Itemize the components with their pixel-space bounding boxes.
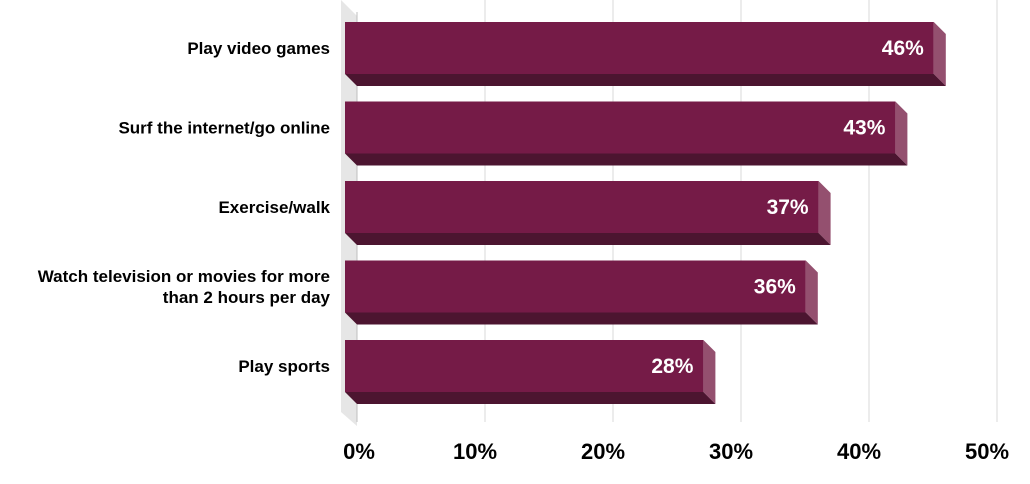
bar-side (895, 101, 908, 166)
category-label: Surf the internet/go online (118, 119, 330, 138)
bars (345, 22, 946, 404)
bar (345, 340, 716, 404)
bar-front (345, 22, 934, 74)
x-tick-label: 50% (965, 439, 1009, 464)
x-tick-label: 40% (837, 439, 881, 464)
category-label: Play sports (238, 357, 330, 376)
bar-front (345, 260, 806, 313)
bar-front (345, 340, 704, 392)
value-labels: 46% 43% 37% 36% 28% (651, 37, 924, 378)
bar-front (345, 181, 819, 233)
bar (345, 260, 818, 325)
bar-side (818, 181, 831, 245)
category-label: Play video games (187, 39, 330, 58)
x-tick-label: 30% (709, 439, 753, 464)
bar (345, 22, 946, 86)
category-labels: Play video games Surf the internet/go onl… (38, 39, 331, 376)
value-label: 37% (767, 196, 809, 219)
value-label: 36% (754, 276, 796, 299)
value-label: 43% (843, 117, 885, 140)
bar-bottom (345, 233, 831, 245)
value-label: 28% (651, 355, 693, 378)
bar (345, 101, 908, 166)
bar-side (933, 22, 946, 86)
x-axis-tick-labels: 0% 10% 20% 30% 40% 50% (343, 439, 1009, 464)
x-tick-label: 20% (581, 439, 625, 464)
category-label: than 2 hours per day (163, 288, 331, 307)
bar (345, 181, 831, 245)
bar-side (703, 340, 716, 404)
bar-bottom (345, 153, 908, 166)
category-label: Watch television or movies for more (38, 267, 330, 286)
category-label: Exercise/walk (218, 198, 330, 217)
bar-bottom (345, 312, 818, 325)
x-tick-label: 10% (453, 439, 497, 464)
x-tick-label: 0% (343, 439, 375, 464)
bar-side (805, 260, 818, 325)
bar-bottom (345, 392, 716, 404)
bar-front (345, 101, 896, 154)
bar-bottom (345, 74, 946, 86)
value-label: 46% (882, 37, 924, 60)
